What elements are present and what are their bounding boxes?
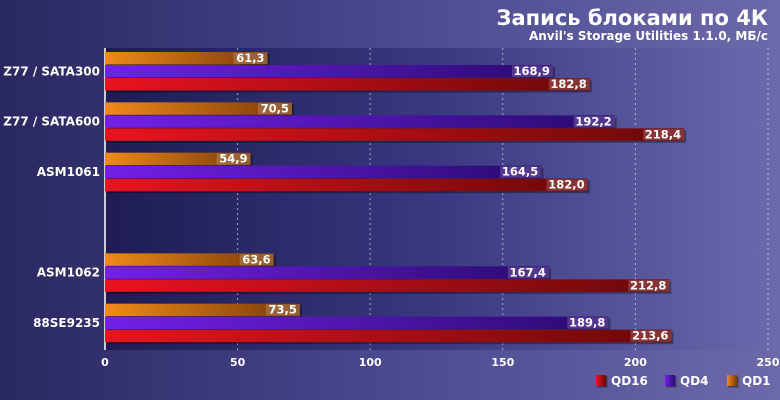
data-label-backing	[233, 52, 268, 64]
category-label: ASM1062	[37, 266, 100, 280]
data-label: 70,5	[261, 101, 289, 115]
bar-qd16	[105, 128, 685, 141]
legend-swatch-qd16	[596, 375, 606, 386]
legend: QD16 QD4 QD1	[596, 374, 771, 388]
data-label-backing	[507, 266, 549, 279]
bar-qd16	[105, 78, 590, 91]
x-tick-label: 50	[230, 356, 246, 369]
data-label-backing	[511, 65, 553, 77]
category-label: ASM1061	[37, 165, 100, 179]
data-label: 61,3	[236, 51, 264, 65]
bar-qd1	[105, 253, 274, 266]
bar-qd16	[105, 329, 672, 343]
data-label: 164,5	[502, 165, 538, 179]
x-tick-label: 0	[101, 356, 109, 369]
data-label-backing	[546, 179, 588, 191]
data-label: 63,6	[242, 252, 270, 266]
data-label-backing	[628, 279, 670, 292]
data-label-backing	[643, 128, 685, 141]
legend-swatch-qd4	[665, 375, 675, 386]
x-tick-label: 100	[359, 356, 382, 369]
legend-label: QD4	[680, 374, 709, 388]
x-tick-label: 150	[491, 356, 514, 369]
bar-qd4	[105, 115, 615, 128]
chart-subtitle: Anvil's Storage Utilities 1.1.0, МБ/с	[529, 29, 768, 43]
data-label: 167,4	[510, 265, 546, 279]
data-label: 212,8	[630, 278, 666, 292]
grid	[104, 48, 769, 350]
bar-qd16	[105, 279, 670, 292]
bar-qd1	[105, 102, 292, 115]
x-tick-label: 250	[757, 356, 780, 369]
bar-qd16	[105, 178, 588, 192]
legend-label: QD1	[742, 374, 771, 388]
bar-qd1	[105, 152, 251, 166]
bar-qd1	[105, 303, 300, 317]
data-label-backing	[567, 317, 609, 329]
data-label: 213,6	[632, 329, 668, 343]
data-label-backing	[216, 153, 251, 165]
data-label-backing	[548, 78, 590, 90]
data-label-backing	[573, 115, 615, 128]
data-label: 168,9	[514, 64, 550, 78]
category-label: Z77 / SATA600	[3, 115, 100, 129]
data-label: 54,9	[219, 152, 247, 166]
bar-qd4	[105, 65, 553, 78]
data-label-backing	[257, 102, 292, 115]
legend-swatch-qd1	[727, 375, 737, 386]
data-label: 192,2	[575, 114, 611, 128]
category-label: Z77 / SATA300	[3, 64, 100, 78]
bar-qd4	[105, 165, 542, 179]
chart-title: Запись блоками по 4К	[497, 6, 768, 30]
data-label-backing	[239, 253, 274, 266]
data-label: 182,0	[548, 178, 584, 192]
data-label-backing	[500, 166, 542, 178]
data-label: 189,8	[569, 316, 605, 330]
bar-qd1	[105, 52, 268, 65]
data-label: 73,5	[269, 303, 297, 317]
category-labels: Z77 / SATA300 Z77 / SATA600 ASM1061 ASM1062…	[3, 64, 100, 330]
legend-label: QD16	[611, 374, 648, 388]
bar-qd4	[105, 266, 549, 279]
data-label-backing	[265, 304, 300, 316]
data-label: 182,8	[550, 77, 586, 91]
category-label: 88SE9235	[33, 316, 100, 330]
bar-qd4	[105, 316, 609, 330]
data-label-backing	[630, 330, 672, 342]
x-axis-ticks: 0 50 100 150 200 250	[101, 356, 780, 369]
plot-area	[105, 48, 768, 350]
data-label: 218,4	[645, 127, 681, 141]
x-tick-label: 200	[624, 356, 647, 369]
